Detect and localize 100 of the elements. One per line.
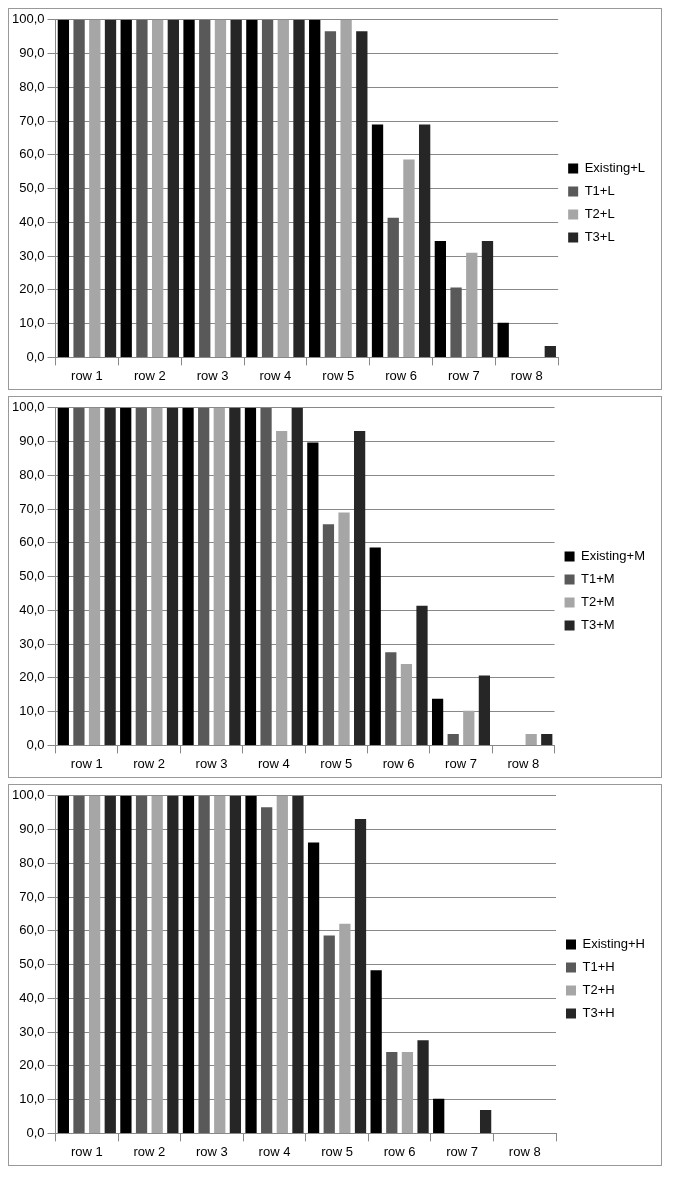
legend-label: Existing+H: [582, 936, 645, 952]
y-tick-label: 40,0: [19, 989, 45, 1005]
legend-label: T3+M: [581, 617, 615, 633]
bar: [120, 795, 132, 1133]
bar: [431, 698, 444, 745]
x-tick-label: row 5: [321, 1143, 353, 1159]
x-tick-label: row 4: [259, 367, 292, 383]
x-tick-label: row 8: [507, 755, 540, 771]
bar: [340, 19, 352, 357]
bar: [261, 19, 274, 357]
y-tick-label: 0,0: [26, 1124, 45, 1140]
bar: [260, 407, 272, 745]
legend-label: T1+L: [584, 183, 615, 199]
x-tick-label: row 1: [71, 367, 103, 383]
y-tick-label: 10,0: [19, 1091, 45, 1107]
bar: [386, 1052, 398, 1133]
bar: [292, 795, 304, 1133]
y-tick-label: 90,0: [19, 45, 45, 61]
x-tick-label: row 6: [385, 367, 417, 383]
x-tick-label: row 2: [133, 755, 165, 771]
y-tick-label: 10,0: [19, 315, 45, 331]
legend-label: T2+H: [582, 982, 615, 998]
x-tick-label: row 5: [320, 755, 353, 771]
bar: [370, 970, 382, 1133]
bar: [324, 31, 337, 357]
bar: [229, 795, 242, 1133]
legend-label: T1+M: [581, 571, 615, 587]
bar: [369, 547, 381, 745]
y-tick-label: 50,0: [19, 568, 45, 584]
bar: [293, 19, 305, 357]
bar: [120, 19, 132, 357]
y-tick-label: 100,0: [11, 11, 45, 27]
bar: [199, 19, 211, 357]
x-tick-label: row 3: [195, 755, 228, 771]
bar: [151, 795, 163, 1133]
bar: [230, 19, 242, 357]
y-tick-label: 60,0: [19, 534, 45, 550]
y-tick-label: 80,0: [19, 78, 45, 94]
y-tick-label: 60,0: [19, 922, 45, 938]
y-tick-label: 40,0: [19, 601, 45, 617]
legend-label: T2+M: [581, 594, 615, 610]
bar: [151, 407, 163, 745]
bar: [73, 19, 85, 357]
x-tick-label: row 3: [196, 1143, 228, 1159]
bar: [339, 923, 351, 1133]
y-tick-label: 10,0: [19, 703, 45, 719]
y-tick-label: 90,0: [19, 821, 45, 837]
bar: [214, 795, 226, 1133]
bar: [183, 19, 195, 357]
bar: [88, 407, 101, 745]
bar: [450, 287, 462, 357]
y-tick-label: 70,0: [19, 112, 45, 128]
bar: [246, 19, 258, 357]
bar: [167, 19, 179, 357]
y-tick-label: 100,0: [11, 787, 45, 803]
bar: [478, 675, 490, 745]
x-tick-label: row 7: [446, 1143, 479, 1159]
bar: [309, 19, 321, 357]
bar: [307, 842, 320, 1133]
y-tick-label: 100,0: [11, 399, 45, 415]
bar: [354, 819, 367, 1133]
bar: [214, 19, 227, 357]
x-tick-label: row 1: [70, 755, 103, 771]
bar: [73, 795, 85, 1133]
y-tick-label: 50,0: [19, 956, 45, 972]
bar: [322, 524, 335, 745]
y-tick-label: 80,0: [19, 854, 45, 870]
bar: [151, 19, 164, 357]
bar: [244, 407, 257, 745]
bar: [182, 795, 195, 1133]
bar: [229, 407, 241, 745]
bar: [307, 442, 319, 745]
bar: [525, 733, 537, 745]
y-tick-label: 70,0: [19, 500, 45, 516]
legend-label: T2+L: [584, 206, 615, 222]
x-tick-label: row 3: [196, 367, 229, 383]
x-tick-label: row 5: [322, 367, 355, 383]
bar: [135, 795, 148, 1133]
bar: [182, 407, 194, 745]
bar: [104, 795, 116, 1133]
x-tick-label: row 4: [257, 755, 290, 771]
bar: [135, 407, 147, 745]
x-tick-label: row 7: [448, 367, 480, 383]
x-tick-label: row 8: [510, 367, 543, 383]
bar: [167, 795, 179, 1133]
y-tick-label: 80,0: [19, 466, 45, 482]
x-tick-label: row 6: [383, 1143, 416, 1159]
y-tick-label: 30,0: [19, 247, 45, 263]
x-tick-label: row 1: [70, 1143, 103, 1159]
bar: [73, 407, 85, 745]
bar: [89, 19, 101, 357]
bar: [104, 19, 117, 357]
bar: [479, 1110, 492, 1133]
legend-label: Existing+L: [584, 160, 645, 176]
legend-label: T3+L: [584, 229, 615, 245]
bar: [276, 431, 288, 745]
bar: [323, 935, 335, 1133]
bar: [541, 733, 553, 745]
bar: [166, 407, 179, 745]
bar: [104, 407, 116, 745]
